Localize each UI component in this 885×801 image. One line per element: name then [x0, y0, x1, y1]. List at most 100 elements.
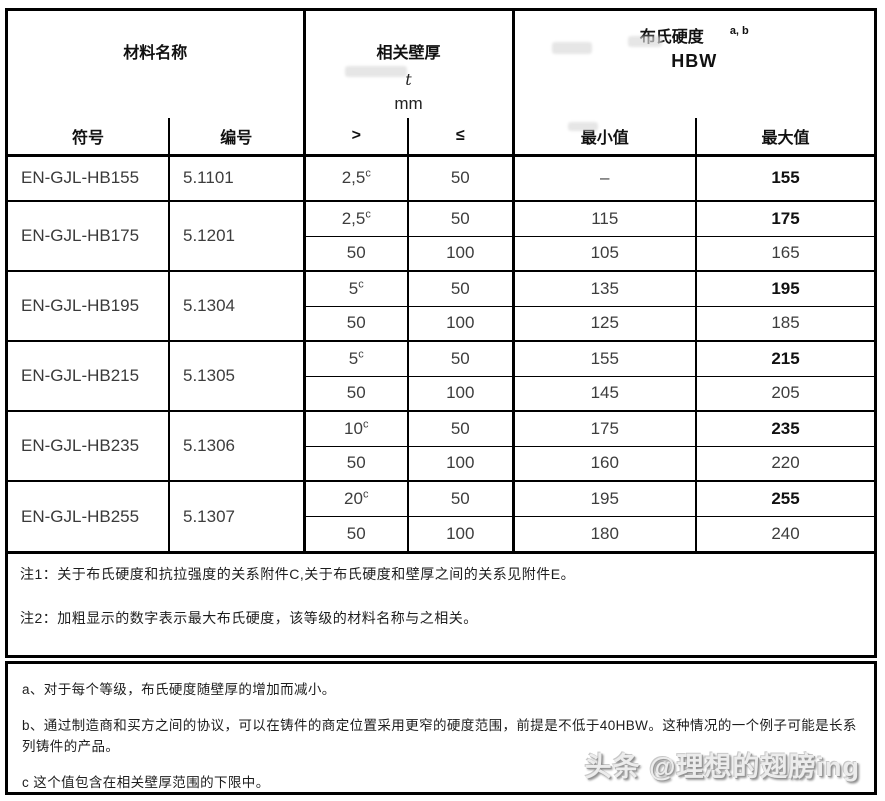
table-row: EN-GJL-HB235 5.1306 10c 50 175 235	[8, 410, 874, 481]
col-header-max-value: 最大值	[695, 118, 874, 157]
thickness-upto: 50	[407, 480, 514, 516]
table-row: EN-GJL-HB155 5.1101 2,5c 50 – 155	[8, 154, 874, 201]
hardness-max-value: 155	[695, 154, 874, 201]
footnote-a: a、对于每个等级，布氏硬度随壁厚的增加而减小。	[22, 682, 336, 697]
thickness-upto: 50	[407, 410, 514, 446]
table-row: 50 100 180 240	[8, 515, 874, 551]
hardness-max-value: 235	[695, 410, 874, 446]
thickness-upto: 50	[407, 154, 514, 201]
hardness-max-value: 215	[695, 340, 874, 376]
scan-artifact	[345, 66, 407, 77]
material-symbol: EN-GJL-HB175	[8, 200, 169, 271]
col-header-less-equal: ≤	[407, 118, 514, 157]
footnote-c: c 这个值包含在相关壁厚范围的下限中。	[22, 774, 270, 790]
footnote-mark-c: c	[358, 348, 364, 361]
header-row-groups: 材料名称 相关壁厚 t mm 布氏硬度 a, b HBW	[8, 11, 874, 118]
thickness-upto: 100	[407, 305, 514, 341]
table-row: EN-GJL-HB255 5.1307 20c 50 195 255	[8, 480, 874, 551]
thickness-upto: 50	[407, 340, 514, 376]
material-symbol: EN-GJL-HB235	[8, 410, 169, 481]
table-row: EN-GJL-HB215 5.1305 5c 50 155 215	[8, 340, 874, 411]
hardness-max-value: 255	[695, 480, 874, 516]
table-row: EN-GJL-HB175 5.1201 2,5c 50 115 175	[8, 200, 874, 271]
note-2: 注2：加粗显示的数字表示最大布氏硬度，该等级的材料名称与之相关。	[20, 610, 478, 626]
hardness-min-value: 160	[511, 445, 697, 481]
footnote-mark-c: c	[362, 488, 369, 501]
wall-thickness-label: 相关壁厚	[376, 45, 441, 62]
material-number: 5.1201	[167, 200, 305, 271]
thickness-upto: 100	[407, 375, 514, 411]
thickness-symbol-t: t	[405, 70, 412, 89]
footnote-mark-c: c	[365, 167, 371, 180]
thickness-upto: 100	[407, 235, 514, 271]
thickness-over: 50	[302, 375, 409, 411]
hardness-max-value: 185	[695, 305, 874, 341]
header-brinell-hardness: 布氏硬度 a, b HBW	[511, 11, 874, 118]
footnote-mark-c: c	[365, 208, 371, 221]
hbw-label: HBW	[671, 51, 718, 71]
hardness-min-value: 180	[511, 515, 697, 551]
hardness-max-value: 240	[695, 515, 874, 551]
thickness-over: 20c	[302, 480, 409, 516]
hardness-min-value: 115	[511, 200, 697, 236]
material-symbol: EN-GJL-HB215	[8, 340, 169, 411]
col-header-min-value: 最小值	[511, 118, 697, 157]
col-header-symbol: 符号	[8, 118, 169, 157]
hardness-min-value: 125	[511, 305, 697, 341]
footnote-b: b、通过制造商和买方之间的协议，可以在铸件的商定位置采用更窄的硬度范围，前提是不…	[22, 717, 857, 754]
header-row-columns: 符号 编号 > ≤ 最小值 最大值	[8, 118, 874, 157]
header-material-name: 材料名称	[123, 45, 188, 62]
hardness-max-value: 175	[695, 200, 874, 236]
hardness-max-value: 205	[695, 375, 874, 411]
table-row: 50 100 145 205	[8, 375, 874, 411]
thickness-over: 50	[302, 305, 409, 341]
material-number: 5.1307	[167, 480, 305, 551]
scan-artifact	[552, 42, 592, 54]
scan-artifact	[568, 122, 598, 131]
col-header-greater-than: >	[302, 118, 409, 157]
thickness-unit-mm: mm	[394, 94, 423, 113]
table-row: 50 100 160 220	[8, 445, 874, 481]
material-symbol: EN-GJL-HB195	[8, 270, 169, 341]
table-row: 50 100 105 165	[8, 235, 874, 271]
material-symbol: EN-GJL-HB255	[8, 480, 169, 551]
hardness-min-value: –	[511, 154, 697, 201]
col-header-number: 编号	[167, 118, 305, 157]
thickness-over: 2,5c	[302, 200, 409, 236]
table-row: EN-GJL-HB195 5.1304 5c 50 135 195	[8, 270, 874, 341]
note-1: 注1：关于布氏硬度和抗拉强度的关系附件C,关于布氏硬度和壁厚之间的关系见附件E。	[20, 566, 576, 582]
footnotes-box: a、对于每个等级，布氏硬度随壁厚的增加而减小。 b、通过制造商和买方之间的协议，…	[5, 661, 877, 795]
hardness-max-value: 220	[695, 445, 874, 481]
footnote-mark-c: c	[358, 278, 364, 291]
header-wall-thickness: 相关壁厚 t mm	[302, 11, 514, 118]
hardness-min-value: 145	[511, 375, 697, 411]
hardness-table-box: 材料名称 相关壁厚 t mm 布氏硬度 a, b HBW 符号 编号 > ≤	[5, 8, 877, 658]
thickness-over: 5c	[302, 270, 409, 306]
thickness-over: 10c	[302, 410, 409, 446]
thickness-over: 50	[302, 235, 409, 271]
thickness-over: 50	[302, 445, 409, 481]
thickness-upto: 100	[407, 445, 514, 481]
hardness-min-value: 195	[511, 480, 697, 516]
material-number: 5.1101	[167, 154, 305, 201]
thickness-upto: 50	[407, 270, 514, 306]
hardness-min-value: 175	[511, 410, 697, 446]
thickness-over: 2,5c	[302, 154, 409, 201]
thickness-over: 5c	[302, 340, 409, 376]
material-number: 5.1306	[167, 410, 305, 481]
hardness-footnote-marks: a, b	[729, 24, 749, 37]
thickness-over: 50	[302, 515, 409, 551]
hardness-min-value: 155	[511, 340, 697, 376]
hardness-min-value: 105	[511, 235, 697, 271]
hardness-min-value: 135	[511, 270, 697, 306]
table-row: 50 100 125 185	[8, 305, 874, 341]
footnote-mark-c: c	[362, 418, 369, 431]
toutiao-watermark: 头条 @理想的翅膀ing	[584, 752, 860, 782]
scan-artifact	[628, 36, 662, 47]
material-symbol: EN-GJL-HB155	[8, 154, 169, 201]
thickness-upto: 50	[407, 200, 514, 236]
thickness-upto: 100	[407, 515, 514, 551]
hardness-max-value: 195	[695, 270, 874, 306]
material-number: 5.1305	[167, 340, 305, 411]
